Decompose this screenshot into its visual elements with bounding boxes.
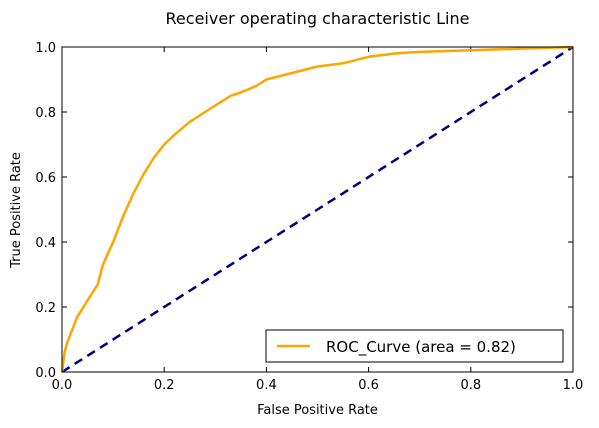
diagonal-reference-line (61, 45, 574, 374)
x-tick-label: 0.4 (256, 378, 277, 393)
plot-area-frame (61, 46, 574, 373)
x-tick-label: 0.8 (460, 378, 481, 393)
roc-curve-line (60, 45, 574, 373)
y-tick-label: 1.0 (35, 41, 56, 56)
y-tick-label: 0.2 (35, 301, 56, 316)
legend-label-roc-curve: ROC_Curve (area = 0.82) (326, 338, 516, 357)
y-tick-label: 0.4 (35, 236, 56, 251)
legend: ROC_Curve (area = 0.82) (265, 329, 564, 363)
x-axis-label: False Positive Rate (257, 403, 378, 418)
chart-title: Receiver operating characteristic Line (166, 9, 470, 28)
x-tick-label: 0.0 (52, 378, 73, 393)
y-tick-label: 0.0 (35, 366, 56, 381)
legend-box (265, 329, 564, 363)
x-tick-label: 0.2 (154, 378, 175, 393)
y-axis-label: True Positive Rate (9, 152, 24, 269)
series-layer (60, 45, 574, 374)
y-tick-label: 0.6 (35, 171, 56, 186)
x-tick-label: 1.0 (563, 378, 584, 393)
y-tick-label: 0.8 (35, 106, 56, 121)
x-tick-label: 0.6 (358, 378, 379, 393)
